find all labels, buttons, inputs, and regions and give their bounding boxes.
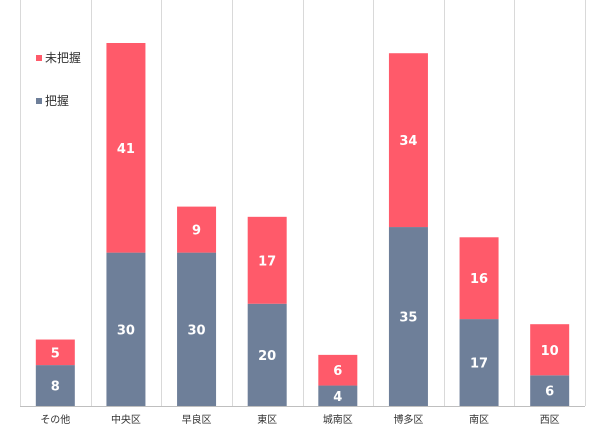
bar-segment-unknown	[35, 339, 75, 366]
legend-swatch-known	[36, 98, 42, 104]
bar-segment-known	[459, 319, 499, 406]
data-label: 20	[258, 349, 276, 364]
data-label: 17	[470, 357, 488, 372]
data-label: 16	[470, 272, 488, 287]
data-label: 6	[545, 385, 554, 400]
data-label: 9	[192, 224, 201, 239]
bar-segment-unknown	[247, 216, 287, 304]
bar-segment-known	[318, 385, 358, 406]
bar-segment-known	[106, 252, 146, 406]
bar-segment-known	[530, 375, 570, 406]
data-label: 5	[51, 346, 60, 361]
grid-lines	[20, 0, 586, 406]
data-label: 17	[258, 254, 276, 269]
legend: 未把握 把握	[36, 50, 81, 108]
bar-segment-known	[247, 303, 287, 406]
data-label: 30	[188, 323, 206, 338]
x-tick-label: 東区	[257, 413, 277, 426]
data-label: 4	[333, 390, 342, 405]
x-tick-label: 早良区	[182, 413, 212, 426]
bars	[35, 43, 570, 406]
bar-segment-known	[177, 252, 217, 406]
data-label: 6	[333, 364, 342, 379]
data-label: 34	[399, 134, 417, 149]
x-tick-label: 中央区	[111, 413, 141, 426]
bar-segment-unknown	[106, 43, 146, 253]
bar-segment-unknown	[177, 206, 217, 253]
legend-label-unknown: 未把握	[45, 50, 81, 65]
x-tick-label: その他	[40, 413, 70, 426]
bar-segment-known	[35, 365, 75, 406]
bar-segment-known	[388, 227, 428, 406]
x-tick-label: 城南区	[323, 413, 353, 426]
bar-segment-unknown	[530, 324, 570, 376]
data-label: 8	[51, 380, 60, 395]
bar-segment-unknown	[388, 53, 428, 228]
x-tick-label: 博多区	[393, 413, 423, 426]
data-label: 30	[117, 323, 135, 338]
bar-segment-unknown	[459, 237, 499, 320]
legend-label-known: 把握	[45, 93, 69, 108]
data-label: 10	[541, 344, 559, 359]
x-tick-label: 西区	[540, 414, 560, 426]
x-axis: その他 中央区 早良区 東区 城南区 博多区 南区 西区	[20, 406, 585, 426]
bar-segment-unknown	[318, 354, 358, 386]
data-label: 41	[117, 142, 135, 157]
data-labels: 8 5 30 41 30 9 20 17 4 6 35 34 17 16 6 10	[51, 134, 559, 405]
x-tick-label: 南区	[469, 413, 489, 426]
legend-swatch-unknown	[36, 55, 42, 61]
data-label: 35	[399, 311, 417, 326]
